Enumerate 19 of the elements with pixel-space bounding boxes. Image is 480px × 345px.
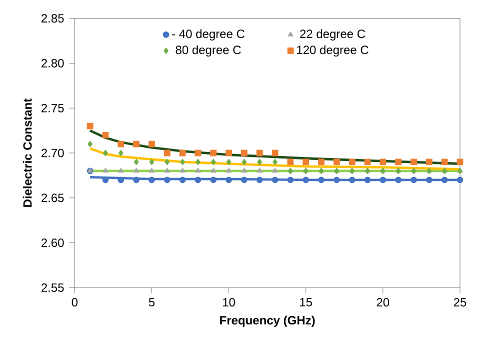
y-tick-label: 2.60 [42,238,64,248]
legend-label: 80 degree C [176,45,241,57]
y-tick-label: 2.65 [42,194,64,202]
legend-label: 120 degree C [297,45,368,57]
y-tick-label: 2.85 [42,14,64,23]
y-tick-label: 2.70 [42,148,64,158]
y-tick-label: 2.75 [42,104,64,112]
x-tick-label: 0 [72,298,78,307]
x-axis-title: Frequency (GHz) [220,316,315,327]
x-tick-label: 20 [376,298,390,307]
x-tick-label: 10 [223,298,236,307]
x-tick-label: 15 [300,298,312,306]
y-tick-label: 2.80 [42,58,64,68]
y-tick-label: 2.55 [42,283,64,292]
x-tick-label: 25 [454,298,466,307]
x-tick-label: 5 [148,298,155,306]
y-axis-title: Dielectric Constant [22,98,32,207]
legend-label: - 40 degree C [172,29,245,40]
legend-label: 22 degree C [300,29,366,40]
